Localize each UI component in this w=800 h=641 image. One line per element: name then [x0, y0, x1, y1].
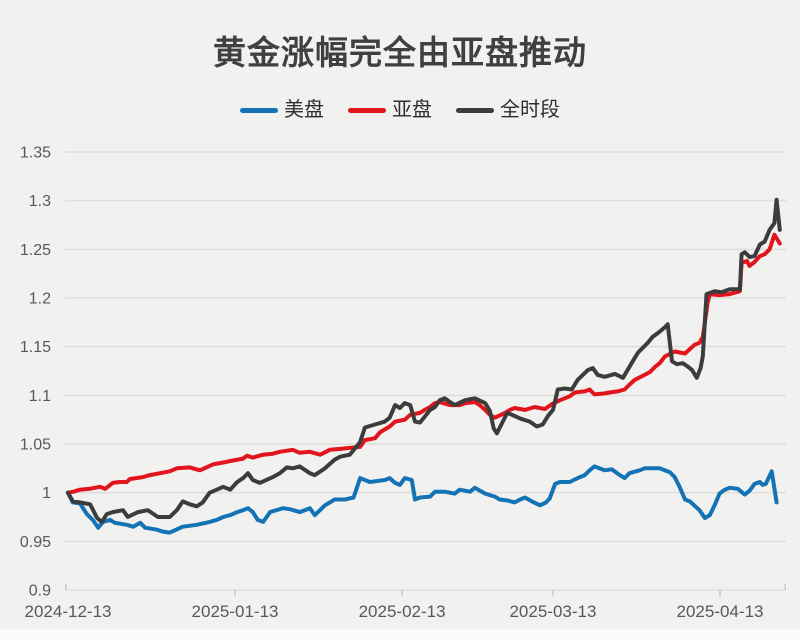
y-axis-tick-label: 1.25 [20, 242, 51, 259]
y-axis-tick-label: 0.95 [20, 534, 51, 551]
x-axis-tick-label: 2025-02-13 [359, 602, 446, 621]
legend-swatch-all-hours [456, 107, 494, 113]
x-axis-tick-label: 2025-01-13 [192, 602, 279, 621]
chart-title: 黄金涨幅完全由亚盘推动 [213, 34, 587, 71]
y-axis-tick-label: 1.3 [29, 193, 51, 210]
x-axis-tick-label: 2024-12-13 [25, 602, 112, 621]
legend: 美盘 亚盘 全时段 [0, 100, 800, 120]
legend-item-all-hours: 全时段 [456, 100, 560, 120]
y-axis-tick-label: 1 [42, 485, 51, 502]
legend-label-asia-session: 亚盘 [392, 99, 432, 121]
legend-item-asia-session: 亚盘 [348, 100, 432, 120]
y-axis-tick-label: 1.2 [29, 291, 51, 308]
series-line-us-session [66, 464, 779, 535]
y-axis-tick-label: 1.05 [20, 437, 51, 454]
y-axis-tick-label: 0.9 [29, 583, 51, 600]
legend-swatch-asia-session [348, 107, 386, 113]
legend-swatch-us-session [240, 107, 278, 113]
series-line-all-hours [66, 197, 782, 524]
legend-label-all-hours: 全时段 [500, 99, 560, 121]
x-axis-tick-label: 2025-03-13 [509, 602, 596, 621]
legend-item-us-session: 美盘 [240, 100, 324, 120]
legend-label-us-session: 美盘 [284, 99, 324, 121]
x-axis-tick-label: 2025-04-13 [677, 602, 764, 621]
y-axis-tick-label: 1.1 [29, 388, 51, 405]
y-axis-tick-label: 1.35 [20, 145, 51, 162]
y-axis-tick-label: 1.15 [20, 339, 51, 356]
bottom-strip [0, 629, 800, 641]
series-line-asia-session [66, 232, 782, 495]
